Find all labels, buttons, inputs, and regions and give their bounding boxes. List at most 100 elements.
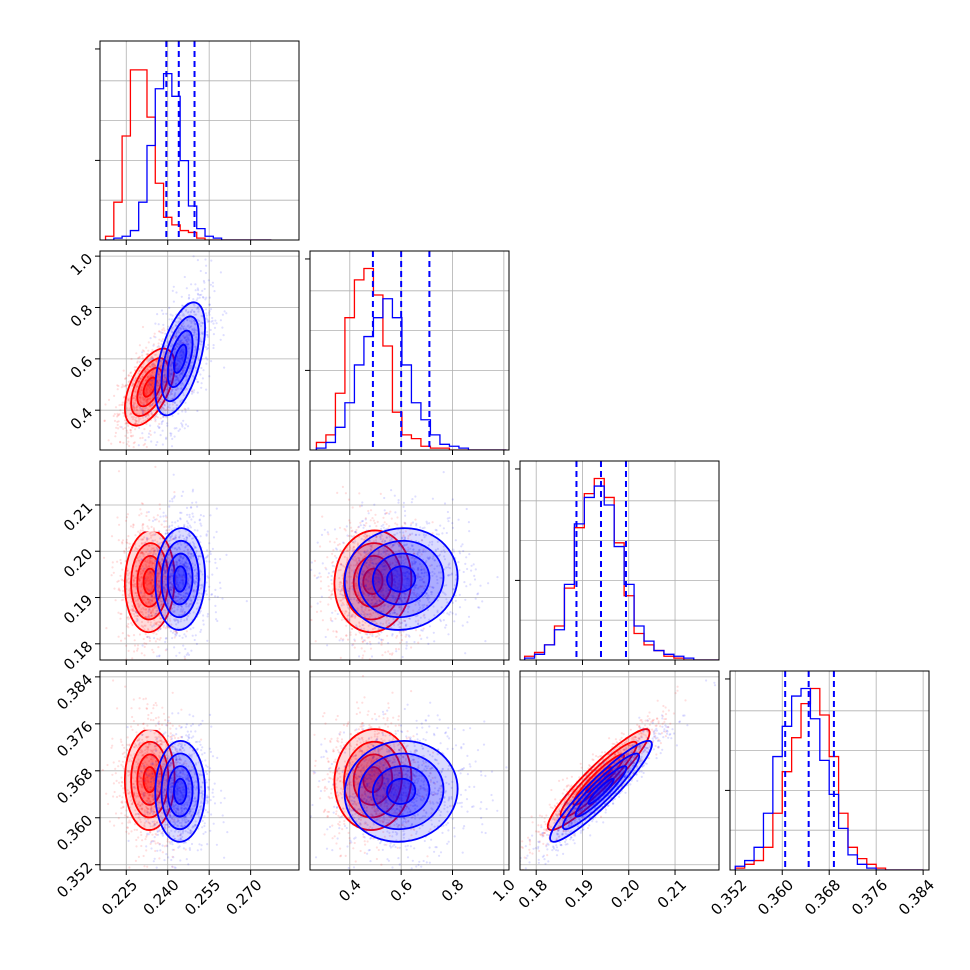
- scatter-point: [364, 518, 367, 521]
- scatter-point: [206, 334, 209, 337]
- scatter-point: [156, 514, 159, 517]
- scatter-point: [152, 363, 155, 367]
- density-fill-series-1: [161, 316, 199, 402]
- scatter-point: [139, 387, 142, 390]
- scatter-point: [169, 372, 172, 375]
- scatter-point: [170, 343, 173, 346]
- scatter-point: [132, 396, 136, 400]
- scatter-point: [139, 508, 142, 511]
- scatter-point: [151, 595, 154, 598]
- scatter-point: [142, 419, 145, 422]
- scatter-point: [134, 422, 137, 425]
- scatter-point: [166, 384, 169, 387]
- scatter-point: [171, 584, 174, 587]
- scatter-point: [171, 497, 174, 500]
- scatter-point: [160, 535, 164, 538]
- scatter-point: [173, 603, 176, 607]
- scatter-point: [173, 354, 176, 357]
- scatter-point: [158, 655, 161, 658]
- scatter-point: [143, 592, 146, 595]
- scatter-point: [134, 620, 137, 623]
- scatter-point: [177, 331, 180, 334]
- scatter-point: [179, 339, 182, 342]
- scatter-point: [172, 537, 176, 541]
- scatter-point: [182, 394, 185, 397]
- scatter-point: [159, 597, 162, 600]
- scatter-point: [175, 344, 178, 347]
- scatter-point: [182, 564, 186, 567]
- scatter-point: [182, 591, 185, 594]
- scatter-point: [115, 426, 118, 429]
- scatter-point: [171, 373, 174, 376]
- scatter-point: [140, 389, 143, 392]
- scatter-point: [116, 423, 119, 426]
- scatter-point: [219, 319, 222, 322]
- scatter-point: [151, 539, 154, 542]
- scatter-point: [122, 385, 125, 388]
- scatter-point: [338, 543, 341, 546]
- scatter-point: [166, 422, 169, 425]
- scatter-point: [151, 381, 154, 385]
- scatter-point: [209, 308, 213, 311]
- scatter-point: [200, 324, 203, 328]
- scatter-point: [426, 636, 429, 639]
- scatter-point: [136, 597, 140, 601]
- scatter-point: [147, 341, 150, 344]
- scatter-point: [131, 623, 134, 627]
- scatter-point: [141, 409, 144, 412]
- scatter-point: [199, 535, 202, 538]
- scatter-point: [310, 605, 313, 608]
- scatter-point: [168, 318, 171, 321]
- scatter-point: [390, 653, 393, 656]
- scatter-point: [172, 326, 175, 329]
- scatter-point: [160, 362, 163, 365]
- scatter-point: [174, 364, 177, 367]
- scatter-point: [170, 623, 173, 626]
- scatter-point: [152, 551, 156, 554]
- scatter-point: [154, 539, 157, 542]
- scatter-point: [327, 585, 330, 588]
- scatter-point: [147, 359, 150, 362]
- scatter-point: [158, 572, 161, 575]
- scatter-point: [148, 532, 151, 535]
- scatter-point: [177, 345, 180, 349]
- scatter-point: [212, 346, 215, 350]
- scatter-point: [146, 385, 149, 388]
- scatter-point: [127, 634, 130, 637]
- scatter-point: [169, 363, 172, 366]
- scatter-point: [147, 544, 150, 547]
- scatter-point: [204, 346, 208, 349]
- scatter-point: [245, 600, 248, 603]
- panel-frame: [99, 250, 300, 451]
- scatter-point: [186, 340, 189, 343]
- scatter-point: [163, 352, 166, 355]
- scatter-point: [206, 358, 209, 361]
- scatter-point: [182, 313, 185, 316]
- scatter-point: [323, 528, 326, 531]
- scatter-point: [135, 587, 138, 590]
- scatter-point: [213, 326, 217, 329]
- scatter-point: [153, 622, 156, 625]
- scatter-point: [170, 609, 173, 612]
- scatter-point: [152, 552, 155, 555]
- scatter-point: [145, 398, 148, 401]
- scatter-point: [174, 379, 177, 382]
- scatter-point: [186, 319, 189, 322]
- scatter-point: [124, 384, 127, 387]
- scatter-point: [183, 369, 186, 372]
- scatter-point: [221, 597, 224, 600]
- scatter-point: [388, 652, 391, 656]
- scatter-point: [188, 516, 191, 519]
- scatter-point: [149, 580, 152, 583]
- scatter-point: [151, 383, 154, 386]
- scatter-point: [135, 408, 139, 411]
- scatter-point: [125, 422, 128, 425]
- scatter-point: [146, 367, 149, 370]
- scatter-point: [188, 294, 191, 297]
- scatter-point: [185, 538, 188, 542]
- scatter-point: [168, 526, 171, 529]
- scatter-point: [141, 526, 144, 530]
- scatter-point: [143, 559, 147, 563]
- scatter-point: [129, 609, 132, 612]
- scatter-point: [144, 616, 147, 619]
